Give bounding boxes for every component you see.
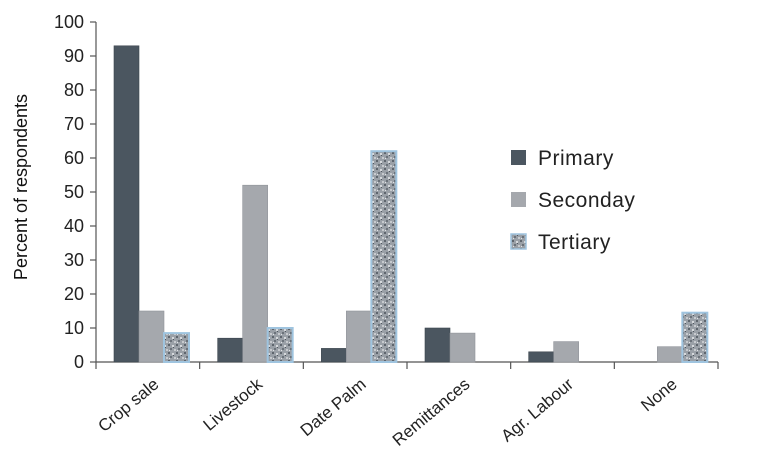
- bar-seconday-agr-labour: [553, 341, 579, 363]
- bars: [113, 45, 709, 364]
- y-tick-label: 70: [64, 114, 84, 134]
- y-tick-label: 20: [64, 284, 84, 304]
- bar-seconday-crop-sale: [138, 310, 165, 363]
- bar-primary-livestock: [217, 337, 243, 363]
- x-category-label: Agr. Labour: [498, 374, 578, 445]
- x-category-label: Remittances: [389, 375, 474, 450]
- y-axis-title: Percent of respondents: [11, 94, 31, 280]
- bar-seconday-date-palm: [346, 310, 372, 363]
- bar-tertiary-livestock: [266, 327, 294, 363]
- y-tick-label: 100: [54, 12, 84, 32]
- y-tick-label: 0: [74, 352, 84, 372]
- legend-label-tertiary: Tertiary: [538, 231, 611, 254]
- y-tick-label: 90: [64, 46, 84, 66]
- x-category-label: Crop sale: [94, 375, 162, 436]
- bar-primary-date-palm: [321, 348, 347, 363]
- legend-swatch-primary: [511, 150, 526, 165]
- legend-label-primary: Primary: [538, 147, 614, 170]
- bar-seconday-none: [657, 346, 683, 363]
- legend-label-seconday: Seconday: [538, 189, 635, 212]
- y-tick-label: 60: [64, 148, 84, 168]
- x-category-label: None: [637, 375, 680, 416]
- legend: Primary Seconday Tertiary: [510, 147, 635, 254]
- y-tick-label: 10: [64, 318, 84, 338]
- legend-swatch-tertiary: [510, 233, 527, 250]
- x-category-label: Livestock: [200, 374, 267, 434]
- bar-tertiary-none: [681, 311, 709, 364]
- x-axis: [95, 361, 719, 369]
- bar-primary-remittances: [424, 327, 451, 363]
- bar-tertiary-crop-sale: [163, 332, 190, 364]
- bar-tertiary-date-palm: [370, 150, 398, 363]
- category-labels: Crop sale Livestock Date Palm Remittances Ag…: [94, 374, 680, 450]
- y-tick-label: 40: [64, 216, 84, 236]
- y-tick-label: 30: [64, 250, 84, 270]
- y-tick-label: 50: [64, 182, 84, 202]
- bar-primary-crop-sale: [113, 45, 140, 363]
- bar-seconday-livestock: [242, 184, 268, 363]
- x-category-label: Date Palm: [297, 375, 370, 441]
- bar-primary-agr-labour: [528, 351, 554, 363]
- y-tick-label: 80: [64, 80, 84, 100]
- y-axis: 0 10 20 30 40 50 60 70 80 90 100: [54, 12, 97, 372]
- bar-seconday-remittances: [449, 332, 476, 363]
- legend-swatch-seconday: [511, 192, 526, 207]
